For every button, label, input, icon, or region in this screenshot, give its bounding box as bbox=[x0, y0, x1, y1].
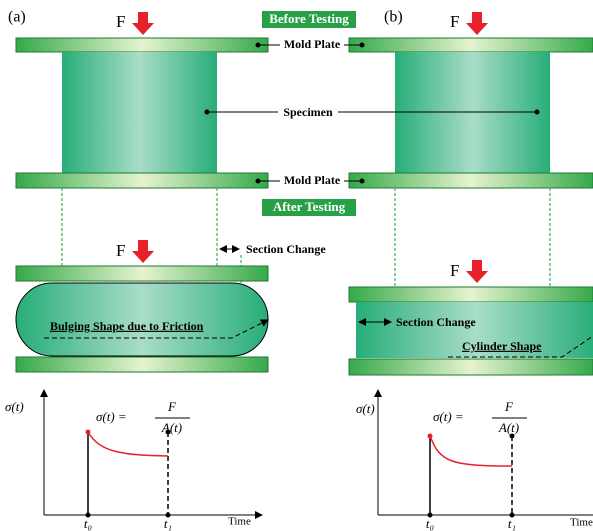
formula: σ(t) = bbox=[433, 409, 464, 424]
graph-axes bbox=[44, 390, 262, 518]
specimen-label: Specimen bbox=[283, 105, 333, 119]
section-change: Section Change bbox=[246, 242, 326, 256]
x-axis-label: Time bbox=[570, 517, 593, 529]
panel-label: (a) bbox=[8, 9, 26, 26]
after-testing: After Testing bbox=[273, 199, 346, 214]
specimen bbox=[62, 52, 217, 173]
formula-denominator: A(t) bbox=[498, 420, 519, 435]
shape-label: Bulging Shape due to Friction bbox=[50, 319, 204, 333]
y-axis-label: σ(t) bbox=[5, 399, 24, 414]
t1-label: t₁ bbox=[164, 516, 172, 531]
formula-numerator: F bbox=[504, 399, 514, 414]
x-axis-label: Time bbox=[228, 516, 251, 528]
mold-plate bbox=[16, 38, 268, 52]
force-label: F bbox=[450, 261, 459, 280]
force-label: F bbox=[116, 12, 125, 31]
force-label: F bbox=[450, 12, 459, 31]
formula: σ(t) = bbox=[96, 409, 127, 424]
y-axis-label: σ(t) bbox=[356, 401, 375, 416]
section-change: Section Change bbox=[396, 315, 476, 329]
mold-plate bbox=[349, 359, 593, 375]
formula-denominator: A(t) bbox=[161, 420, 182, 435]
mold-plate bbox=[16, 266, 268, 281]
t0-label: t₀ bbox=[84, 516, 92, 531]
force-arrow bbox=[132, 240, 154, 263]
panel-label: (b) bbox=[384, 9, 403, 26]
t1-label: t₁ bbox=[508, 516, 516, 531]
mold-plate bbox=[349, 287, 593, 302]
graph-axes bbox=[378, 390, 593, 518]
mold-plate-label: Mold Plate bbox=[284, 37, 341, 51]
mold-plate-label: Mold Plate bbox=[284, 173, 341, 187]
t0-label: t₀ bbox=[426, 516, 434, 531]
mold-plate bbox=[16, 357, 268, 372]
force-label: F bbox=[116, 241, 125, 260]
mold-plate bbox=[349, 38, 593, 52]
formula-numerator: F bbox=[167, 399, 177, 414]
shape-label: Cylinder Shape bbox=[462, 339, 542, 353]
force-arrow bbox=[466, 260, 488, 283]
force-arrow bbox=[466, 12, 488, 35]
diagram: (a) (b) F F Before Testing Mold Plate Sp… bbox=[0, 0, 593, 531]
before-testing: Before Testing bbox=[269, 11, 349, 26]
force-arrow bbox=[132, 12, 154, 35]
mold-plate bbox=[16, 173, 268, 188]
mold-plate bbox=[349, 173, 593, 188]
